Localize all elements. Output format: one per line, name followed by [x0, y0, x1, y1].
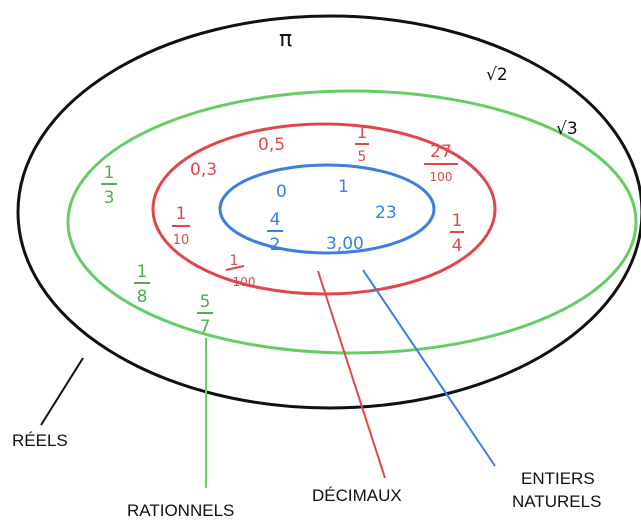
fraction-1-100: 1 100 — [225, 253, 256, 289]
fraction-numerator: 1 — [452, 211, 463, 231]
value-sqrt2: √2 — [486, 65, 508, 85]
fraction-numerator: 1 — [176, 204, 187, 224]
leader-line-decimaux — [317, 270, 386, 479]
value-23: 23 — [375, 203, 397, 223]
ellipse-decimaux — [151, 122, 497, 296]
rationnels-values: 1 3 1 8 5 7 — [101, 163, 213, 337]
fraction-denominator: 100 — [233, 275, 256, 289]
fraction-numerator: 1 — [357, 123, 368, 143]
fraction-denominator: 10 — [173, 233, 190, 248]
leader-line-entiers — [362, 269, 496, 467]
ellipse-entiers — [218, 163, 436, 255]
value-0: 0 — [276, 182, 287, 202]
leader-line-reels — [40, 357, 84, 426]
fraction-numerator: 1 — [137, 262, 148, 282]
ellipse-reels — [16, 14, 641, 410]
fraction-27-100: 27 100 — [424, 142, 458, 184]
fraction-1-10: 1 10 — [172, 204, 190, 248]
fraction-denominator: 2 — [270, 235, 281, 255]
fraction-denominator: 8 — [137, 287, 148, 307]
reels-values: π √2 √3 — [279, 27, 578, 139]
value-sqrt3: √3 — [556, 119, 578, 139]
value-0-3: 0,3 — [190, 160, 217, 180]
value-0-5: 0,5 — [258, 135, 285, 155]
fraction-1-3: 1 3 — [101, 163, 117, 208]
fraction-denominator: 5 — [358, 149, 367, 165]
value-1: 1 — [338, 177, 349, 197]
fraction-1-8: 1 8 — [134, 262, 150, 307]
fraction-numerator: 5 — [200, 292, 211, 312]
fraction-denominator: 100 — [430, 170, 453, 184]
ellipse-rationnels — [66, 89, 638, 355]
fraction-denominator: 4 — [452, 236, 463, 256]
label-decimaux: DÉCIMAUX — [312, 486, 402, 505]
fraction-denominator: 3 — [104, 188, 115, 208]
label-reels: RÉELS — [12, 431, 68, 450]
entiers-values: 0 1 23 3,00 4 2 — [267, 177, 397, 255]
label-entiers-line2: NATURELS — [512, 492, 601, 511]
fraction-numerator: 4 — [270, 210, 281, 230]
fraction-1-5: 1 5 — [355, 123, 369, 165]
fraction-bar — [225, 265, 245, 271]
fraction-numerator: 1 — [104, 163, 115, 183]
label-rationnels: RATIONNELS — [127, 501, 234, 520]
fraction-1-4: 1 4 — [450, 211, 464, 256]
decimaux-values: 0,3 0,5 1 5 27 100 1 10 1 100 1 4 — [172, 123, 464, 289]
fraction-numerator: 1 — [230, 253, 239, 269]
label-entiers-line1: ENTIERS — [521, 469, 595, 488]
fraction-4-2: 4 2 — [267, 210, 283, 255]
fraction-denominator: 7 — [200, 317, 211, 337]
fraction-5-7: 5 7 — [197, 292, 213, 337]
fraction-numerator: 27 — [430, 142, 452, 162]
value-pi: π — [279, 27, 292, 52]
value-3-00: 3,00 — [326, 234, 364, 254]
